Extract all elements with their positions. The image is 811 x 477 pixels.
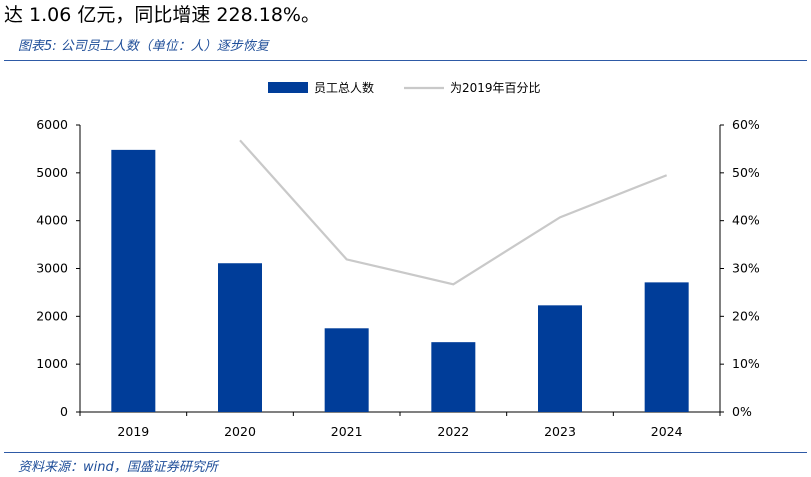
bar: [538, 305, 582, 412]
left-tick-label: 0: [60, 404, 68, 419]
x-tick-label: 2020: [224, 424, 256, 439]
right-tick-label: 60%: [732, 117, 760, 132]
bar-series: [111, 149, 689, 412]
bar: [324, 328, 369, 412]
source-divider: [4, 452, 807, 453]
line-series: [239, 139, 668, 286]
right-tick-label: 30%: [732, 261, 760, 276]
right-tick-label: 0%: [732, 404, 752, 419]
legend: 员工总人数 为2019年百分比: [268, 80, 541, 95]
left-tick-label: 6000: [36, 117, 68, 132]
right-tick-label: 50%: [732, 165, 760, 180]
left-tick-label: 4000: [36, 213, 68, 228]
x-tick-label: 2021: [331, 424, 363, 439]
legend-label-bar: 员工总人数: [314, 80, 374, 95]
bar: [218, 263, 262, 412]
right-tick-label: 40%: [732, 213, 760, 228]
chart: 员工总人数 为2019年百分比 0 1000 2000 3000 4000 5000 6000…: [36, 80, 760, 439]
intro-text: 达 1.06 亿元，同比增速 228.18%。: [4, 4, 320, 26]
legend-swatch-bar: [268, 82, 308, 93]
right-tick-label: 20%: [732, 308, 760, 323]
x-tick-label: 2022: [437, 424, 469, 439]
bar: [111, 149, 156, 412]
left-tick-label: 5000: [36, 165, 68, 180]
left-tick-label: 1000: [36, 356, 68, 371]
bar: [431, 342, 476, 412]
line-path: [239, 139, 668, 286]
source-note: 资料来源：wind，国盛证券研究所: [18, 460, 218, 475]
axes: 0 1000 2000 3000 4000 5000 6000 0% 10% 20% 30% 40% 5…: [36, 117, 760, 439]
x-tick-label: 2019: [117, 424, 149, 439]
x-tick-label: 2023: [544, 424, 576, 439]
title-divider: [4, 60, 807, 61]
x-tick-label: 2024: [651, 424, 683, 439]
legend-label-line: 为2019年百分比: [450, 81, 541, 95]
bar: [644, 282, 689, 412]
figure-title: 图表5: 公司员工人数（单位：人）逐步恢复: [18, 39, 269, 54]
left-tick-label: 2000: [36, 308, 68, 323]
right-tick-label: 10%: [732, 356, 760, 371]
left-tick-label: 3000: [36, 261, 68, 276]
